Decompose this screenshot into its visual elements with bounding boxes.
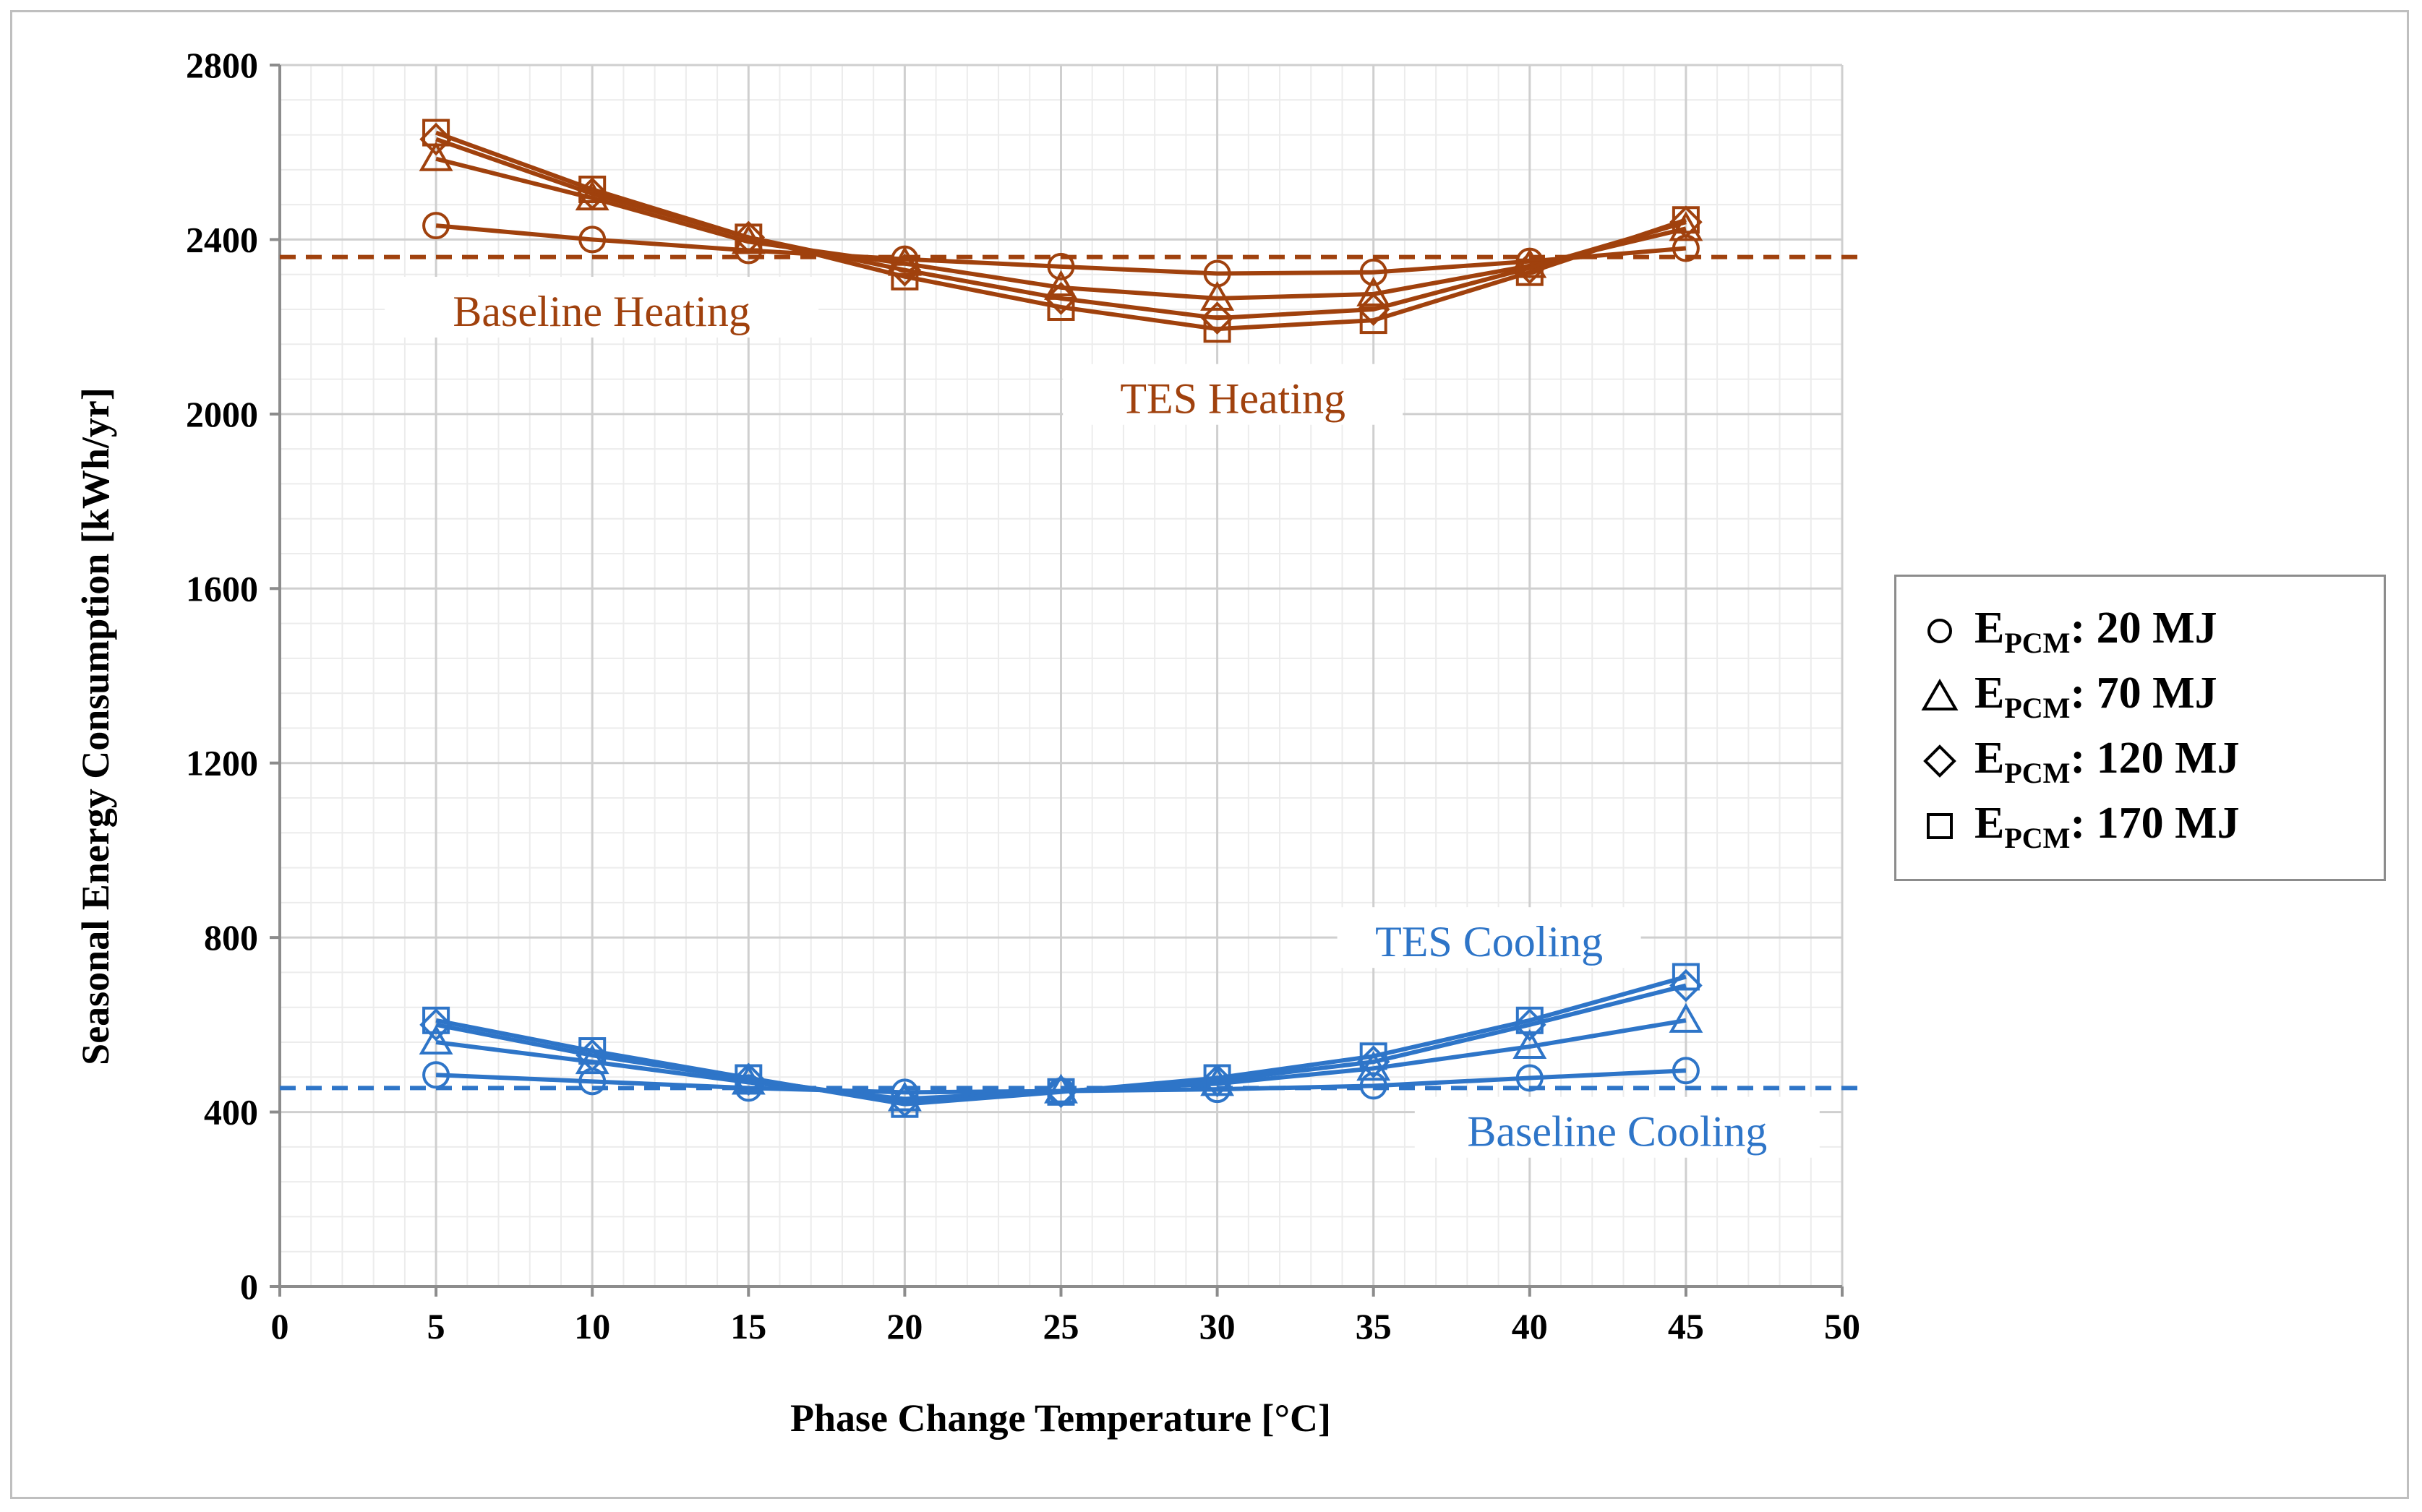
circle-marker: [578, 225, 607, 254]
x-tick-label: 30: [1199, 1306, 1236, 1346]
annotation-background: [1337, 907, 1641, 968]
x-tick-label: 15: [730, 1306, 766, 1346]
y-tick-label: 1600: [186, 568, 258, 609]
circle-marker-icon: [1927, 619, 1952, 643]
circle-marker: [1672, 1057, 1700, 1085]
triangle-marker: [1512, 1029, 1547, 1060]
y-tick-label: 400: [204, 1092, 258, 1133]
square-marker: [422, 119, 450, 147]
annotation-background: [1063, 364, 1403, 425]
square-marker: [422, 1006, 450, 1034]
x-tick-label: 0: [271, 1306, 289, 1346]
y-tick-label: 2800: [186, 45, 258, 85]
triangle-marker: [1356, 276, 1391, 306]
cooling-square-series: [422, 963, 1700, 1118]
x-tick-label: 5: [427, 1306, 445, 1346]
x-tick-label: 25: [1043, 1306, 1079, 1346]
series-line: [435, 974, 1687, 1107]
square-marker: [1047, 1078, 1075, 1106]
square-marker: [1203, 1064, 1231, 1092]
circle-marker: [1047, 252, 1075, 280]
x-tick-label: 20: [886, 1306, 923, 1346]
square-marker-icon: [1927, 813, 1953, 839]
diamond-marker: [1200, 301, 1234, 335]
legend-item: EPCM: 120 MJ: [1918, 729, 2240, 794]
circle-marker: [1359, 1072, 1387, 1100]
circle-marker: [1515, 1064, 1544, 1092]
y-tick-label: 1200: [186, 743, 258, 783]
square-marker: [1047, 293, 1075, 321]
square-marker: [891, 1090, 919, 1118]
square-marker: [891, 262, 919, 291]
circle-marker: [1359, 258, 1387, 286]
legend-item: EPCM: 170 MJ: [1918, 794, 2240, 859]
diamond-marker-icon: [1923, 744, 1956, 778]
annotation-tes-cooling: TES Cooling: [1375, 918, 1603, 966]
legend-label: EPCM: 20 MJ: [1974, 603, 2217, 659]
annotation-tes-heating: TES Heating: [1120, 375, 1345, 423]
annotations: Baseline Heating TES Heating TES Cooling Ba…: [385, 277, 1820, 1158]
annotation-background: [1414, 1096, 1820, 1158]
legend-label: EPCM: 170 MJ: [1974, 798, 2240, 854]
triangle-marker: [1356, 1051, 1391, 1081]
square-marker: [578, 1037, 607, 1065]
legend-item: EPCM: 20 MJ: [1918, 598, 2217, 663]
annotation-baseline-heating: Baseline Heating: [453, 288, 750, 335]
diamond-marker: [1044, 1075, 1078, 1109]
series-line: [435, 156, 1687, 301]
x-tick-label: 50: [1824, 1306, 1860, 1346]
legend-label: EPCM: 70 MJ: [1974, 668, 2217, 724]
y-tick-label: 2000: [186, 394, 258, 434]
series-line: [435, 137, 1687, 321]
annotation-baseline-cooling: Baseline Cooling: [1467, 1108, 1767, 1156]
square-marker: [1515, 1006, 1544, 1034]
y-tick-label: 2400: [186, 219, 258, 259]
legend: EPCM: 20 MJ EPCM: 70 MJ EPCM: 120 MJ EPC…: [1894, 575, 2386, 881]
square-marker: [1359, 306, 1387, 335]
circle-marker: [422, 1061, 450, 1089]
series: [419, 119, 1703, 1118]
legend-label: EPCM: 120 MJ: [1974, 733, 2240, 789]
x-tick-label: 40: [1512, 1306, 1548, 1346]
x-tick-label: 45: [1668, 1306, 1704, 1346]
triangle-marker-icon: [1921, 679, 1959, 710]
circle-marker: [422, 212, 450, 240]
y-tick-label: 0: [240, 1266, 258, 1307]
series-line: [435, 223, 1687, 276]
diamond-marker: [1669, 205, 1703, 239]
triangle-marker: [887, 1081, 922, 1112]
series-line: [435, 130, 1687, 332]
annotation-background: [385, 277, 819, 338]
square-marker: [735, 1064, 763, 1092]
x-tick-label: 35: [1356, 1306, 1392, 1346]
triangle-marker: [419, 1024, 453, 1054]
square-marker: [1672, 963, 1700, 991]
diamond-marker: [1512, 251, 1546, 285]
heating-square-series: [422, 119, 1700, 343]
square-marker: [1359, 1042, 1387, 1070]
y-axis-title: Seasonal Energy Consumption [kWh/yr]: [74, 387, 117, 1065]
triangle-marker: [1669, 1002, 1703, 1033]
triangle-marker: [419, 141, 453, 171]
square-marker: [1203, 315, 1231, 343]
diamond-marker: [1356, 293, 1390, 326]
square-marker: [1515, 258, 1544, 286]
triangle-marker: [1669, 211, 1703, 241]
diamond-marker: [575, 177, 609, 210]
x-tick-label: 10: [574, 1306, 610, 1346]
legend-item: EPCM: 70 MJ: [1918, 663, 2217, 729]
triangle-marker: [1200, 280, 1235, 311]
y-tick-label: 800: [204, 917, 258, 958]
diamond-marker: [419, 1008, 453, 1041]
square-marker: [1672, 206, 1700, 234]
axes: [270, 64, 1844, 1297]
x-axis-title: Phase Change Temperature [°C]: [790, 1396, 1331, 1440]
square-marker: [578, 176, 607, 204]
triangle-marker: [575, 1044, 609, 1075]
tick-labels: 0 5 10 15 20 25 30 35 40 45 50 0 400 800 1200 1600 2000 2…: [186, 45, 1860, 1346]
square-marker: [735, 223, 763, 252]
